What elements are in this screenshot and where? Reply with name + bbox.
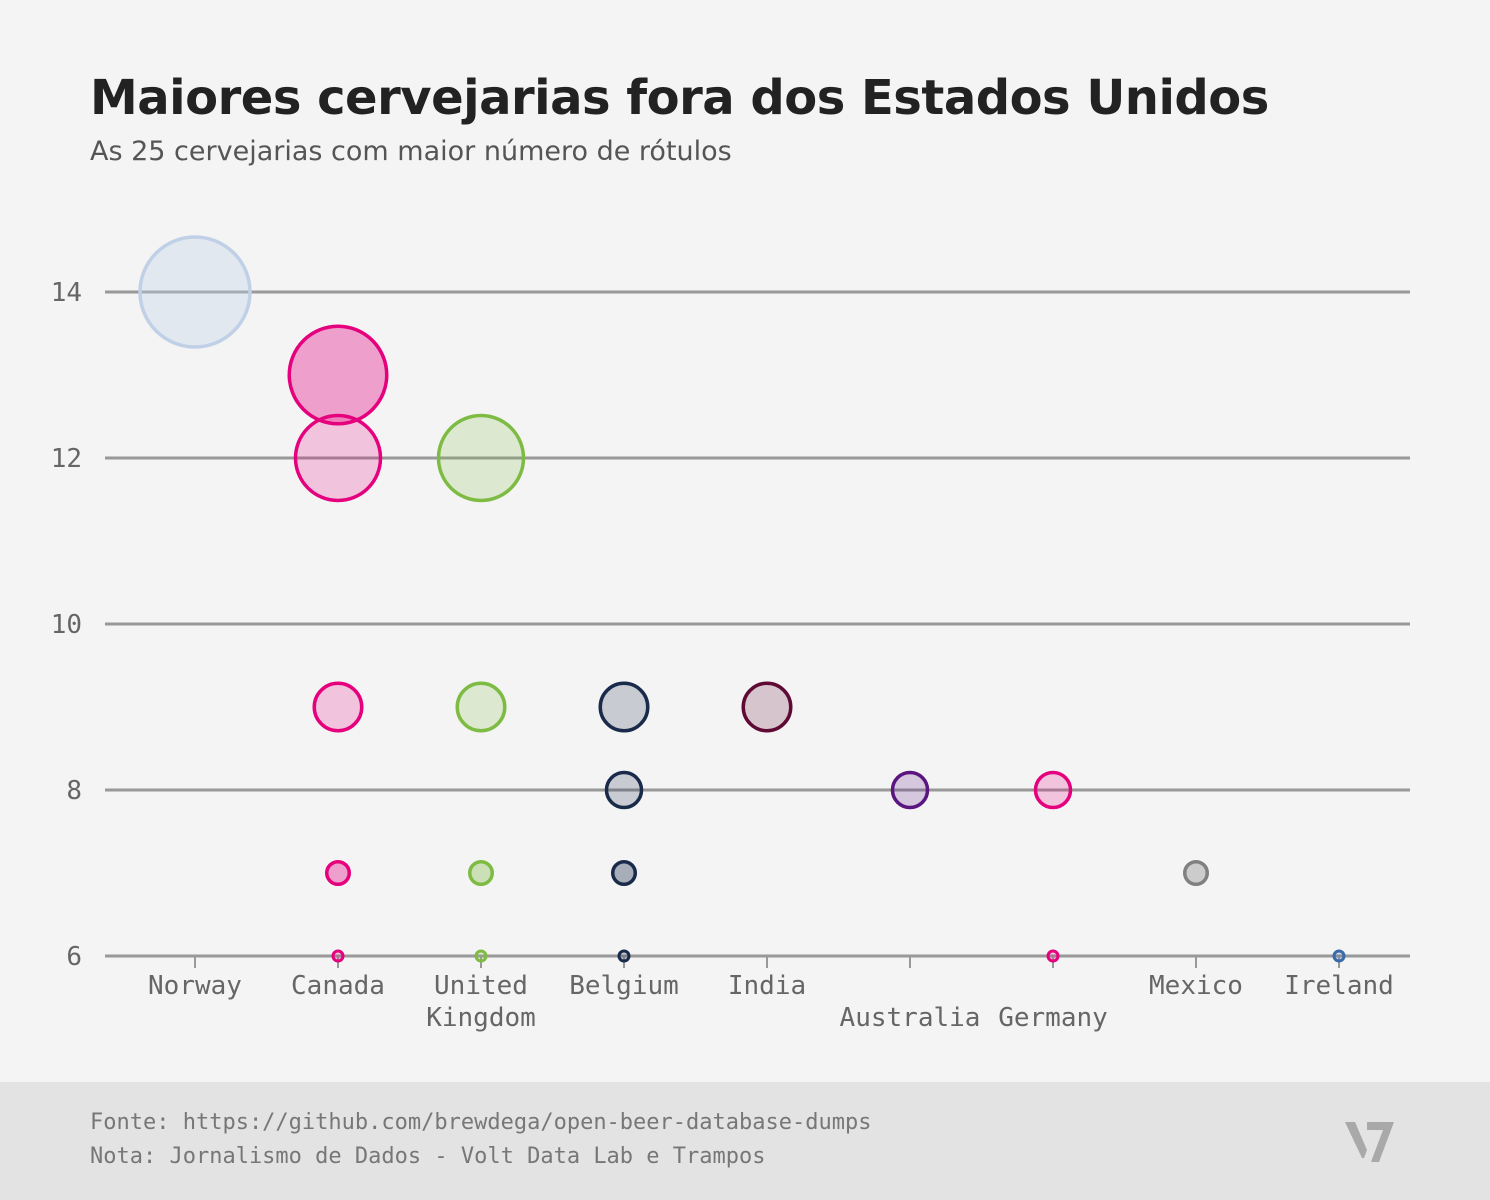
x-tick-label-belgium: Belgium	[569, 971, 679, 1001]
y-tick-label-12: 12	[51, 444, 82, 474]
point-germany-8[interactable]	[1033, 770, 1073, 810]
point-canada-12[interactable]	[293, 413, 383, 503]
point-canada-13[interactable]	[287, 324, 389, 426]
point-australia-8[interactable]	[890, 770, 930, 810]
x-axis: Norway Canada United Kingdom Belgium India Aus…	[148, 956, 1394, 1033]
y-tick-label-14: 14	[51, 278, 82, 308]
x-tick-label-canada: Canada	[291, 971, 385, 1001]
x-tick-label-india: India	[728, 971, 806, 1001]
y-axis: 6 8 10 12 14	[51, 278, 82, 972]
y-tick-label-10: 10	[51, 610, 82, 640]
point-united-kingdom-12[interactable]	[436, 413, 526, 503]
x-tick-label-germany: Germany	[998, 1003, 1108, 1033]
x-tick-label-united-kingdom: United Kingdom	[426, 971, 536, 1033]
bubble-chart: 6 8 10 12 14 Norway Canada United Kingdom Belgiu…	[51, 235, 1410, 1033]
chart-title: Maiores cervejarias fora dos Estados Uni…	[90, 70, 1269, 126]
credit-note: Nota: Jornalismo de Dados - Volt Data La…	[90, 1144, 766, 1169]
data-points	[138, 235, 1346, 963]
x-tick-label-mexico: Mexico	[1149, 971, 1243, 1001]
point-united-kingdom-7[interactable]	[468, 860, 494, 886]
point-belgium-6[interactable]	[617, 949, 631, 963]
point-belgium-7[interactable]	[611, 860, 637, 886]
gridlines	[105, 290, 1410, 958]
point-india-9[interactable]	[741, 681, 793, 733]
point-united-kingdom-6[interactable]	[474, 949, 488, 963]
chart-subtitle: As 25 cervejarias com maior número de ró…	[90, 136, 732, 167]
x-tick-label-norway: Norway	[148, 971, 242, 1001]
point-united-kingdom-9[interactable]	[455, 681, 507, 733]
y-tick-label-6: 6	[66, 942, 82, 972]
point-belgium-9[interactable]	[598, 681, 650, 733]
source-note: Fonte: https://github.com/brewdega/open-…	[90, 1110, 872, 1135]
point-germany-6[interactable]	[1046, 949, 1060, 963]
y-tick-label-8: 8	[66, 776, 82, 806]
x-tick-label-australia: Australia	[840, 1003, 981, 1033]
point-mexico-7[interactable]	[1183, 860, 1209, 886]
point-canada-6[interactable]	[331, 949, 345, 963]
point-belgium-8[interactable]	[604, 770, 644, 810]
volt-logo-icon	[1345, 1122, 1394, 1162]
point-norway-14[interactable]	[138, 235, 252, 349]
point-canada-7[interactable]	[325, 860, 351, 886]
point-ireland-6[interactable]	[1332, 949, 1346, 963]
point-canada-9[interactable]	[312, 681, 364, 733]
x-tick-label-ireland: Ireland	[1284, 971, 1394, 1001]
footer: Fonte: https://github.com/brewdega/open-…	[0, 1082, 1490, 1200]
